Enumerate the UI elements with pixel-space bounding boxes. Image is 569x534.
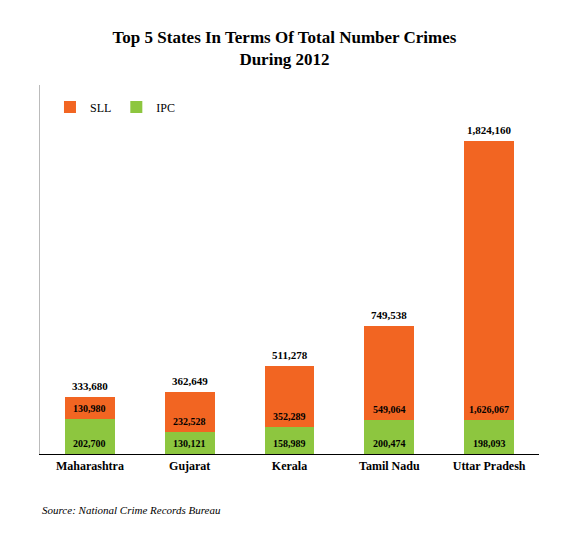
svg-text:130,121: 130,121 [173,438,206,449]
svg-text:1,626,067: 1,626,067 [469,404,509,415]
svg-text:Uttar Pradesh: Uttar Pradesh [453,459,526,473]
svg-text:198,093: 198,093 [473,438,506,449]
svg-text:130,980: 130,980 [73,403,106,414]
svg-text:1,824,160: 1,824,160 [467,124,512,136]
svg-text:158,989: 158,989 [273,438,306,449]
svg-text:749,538: 749,538 [371,309,407,321]
svg-text:200,474: 200,474 [373,438,406,449]
svg-text:Gujarat: Gujarat [169,459,210,473]
svg-text:Maharashtra: Maharashtra [56,459,124,473]
svg-text:Tamil Nadu: Tamil Nadu [359,459,420,473]
svg-text:202,700: 202,700 [73,438,106,449]
svg-text:Source: National Crime Records: Source: National Crime Records Bureau [42,504,221,516]
svg-text:362,649: 362,649 [172,375,208,387]
svg-text:352,289: 352,289 [273,411,306,422]
svg-text:SLL: SLL [90,101,111,115]
svg-text:549,064: 549,064 [373,404,406,415]
svg-text:IPC: IPC [156,101,175,115]
svg-text:232,528: 232,528 [173,416,206,427]
svg-text:511,278: 511,278 [272,349,308,361]
svg-text:Kerala: Kerala [272,459,307,473]
svg-text:333,680: 333,680 [72,380,108,392]
svg-text:Top 5 States In Terms Of Total: Top 5 States In Terms Of Total Number Cr… [113,28,457,69]
